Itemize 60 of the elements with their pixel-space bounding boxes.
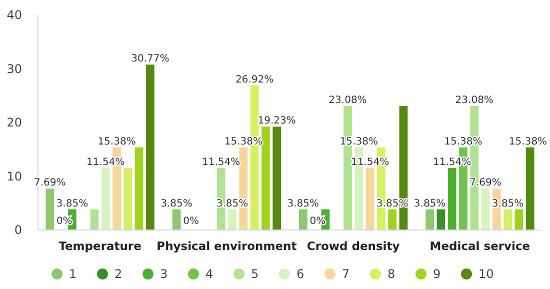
y-tick-label: 30 [6, 62, 22, 76]
legend-label: 8 [388, 267, 396, 282]
bar [46, 188, 54, 230]
data-label: 15.38% [444, 136, 482, 148]
data-label: 30.77% [131, 54, 170, 65]
bar [514, 209, 524, 230]
x-tick-label: Temperature [58, 239, 142, 253]
y-tick-label: 40 [6, 8, 22, 22]
y-tick-label: 20 [6, 116, 22, 130]
data-label: 11.54% [86, 156, 125, 168]
bar [272, 126, 282, 230]
legend-label: 4 [206, 267, 214, 282]
x-tick-label: Medical service [430, 239, 530, 253]
data-label: 15.38% [98, 136, 136, 148]
data-label: 23.08% [455, 94, 494, 106]
y-tick-label: 10 [6, 169, 22, 184]
bar [134, 147, 144, 230]
data-label: 7.69% [470, 178, 502, 189]
legend-label: 9 [433, 267, 441, 282]
data-label: 11.54% [202, 156, 240, 168]
legend-label: 5 [251, 267, 259, 282]
data-label: 3.85% [414, 198, 446, 210]
bar [298, 209, 308, 230]
y-tick-label: 0 [14, 223, 22, 238]
bar [228, 209, 236, 230]
legend-label: 7 [342, 267, 350, 282]
bar [366, 168, 374, 230]
bar [504, 209, 512, 230]
data-label: 19.23% [258, 116, 296, 127]
data-label: 3.85% [492, 198, 524, 210]
x-tick-label: Physical environment [156, 239, 298, 253]
legend-label: 1 [69, 267, 77, 282]
bar [101, 168, 110, 230]
annotation: 0% [183, 216, 199, 227]
data-label: 3.85% [56, 198, 88, 210]
legend-label: 2 [114, 267, 122, 282]
bar [388, 209, 396, 230]
bar [481, 188, 490, 230]
data-label: 15.38% [340, 136, 378, 148]
bar [426, 209, 434, 230]
bar [436, 209, 446, 230]
bar [448, 168, 456, 230]
bar [124, 168, 132, 230]
data-label: 3.85% [216, 198, 248, 210]
data-label: 26.92% [235, 74, 274, 86]
data-label: 3.85% [376, 198, 408, 210]
legend-label: 6 [296, 267, 304, 282]
bar [146, 64, 154, 230]
data-label: 3.85% [160, 198, 192, 210]
bar [172, 209, 181, 230]
data-label: 15.38% [508, 136, 548, 148]
data-label: 3.85% [287, 198, 320, 210]
legend-label: 3 [160, 267, 168, 282]
data-label: 7.69% [34, 178, 66, 189]
bar [262, 126, 270, 230]
legend-label: 10 [478, 267, 494, 282]
data-label: 23.08% [328, 94, 367, 106]
x-tick-label: Crowd density [306, 239, 400, 253]
bar [90, 209, 99, 230]
bar [526, 147, 534, 230]
